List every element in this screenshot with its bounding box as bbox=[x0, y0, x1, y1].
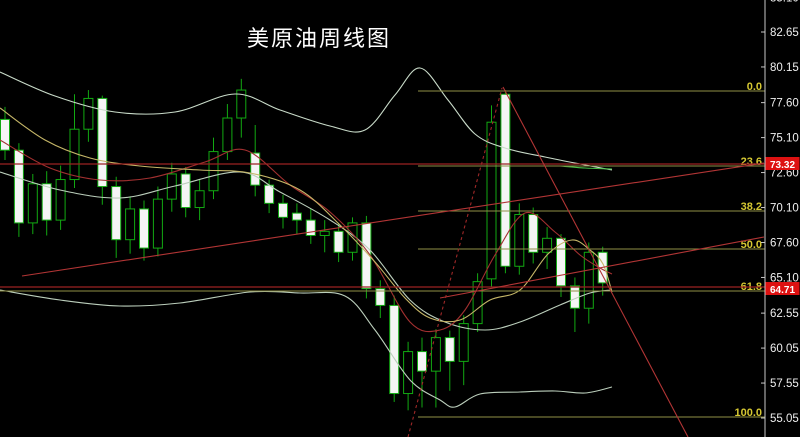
fib-level-label: 50.0 bbox=[741, 239, 762, 251]
bull-candle bbox=[319, 230, 330, 236]
bear-candle bbox=[500, 93, 511, 267]
bear-candle bbox=[375, 288, 386, 306]
fib-level-label: 38.2 bbox=[741, 201, 762, 213]
dashed-trendline[interactable] bbox=[407, 87, 503, 437]
bear-candle bbox=[0, 118, 10, 151]
bollinger-upper-band bbox=[0, 67, 613, 171]
bear-candle bbox=[417, 351, 427, 372]
price-tag bbox=[765, 282, 800, 295]
bull-candle bbox=[152, 198, 163, 249]
bull-candle bbox=[27, 183, 38, 224]
bull-candle bbox=[583, 251, 594, 309]
bollinger-middle-band bbox=[0, 171, 613, 331]
bull-candle bbox=[208, 151, 219, 192]
bear-candle bbox=[556, 237, 566, 287]
bear-candle bbox=[41, 183, 52, 221]
price-tag-label: 73.32 bbox=[770, 160, 795, 171]
axis-price-label: 60.05 bbox=[770, 343, 799, 355]
trendline[interactable] bbox=[502, 86, 689, 437]
bollinger-lower-band bbox=[0, 289, 613, 408]
trendline[interactable] bbox=[439, 236, 765, 299]
bull-candle bbox=[514, 214, 525, 267]
axis-price-label: 75.10 bbox=[770, 133, 799, 145]
axis-price-label: 55.05 bbox=[770, 413, 799, 425]
axis-price-label: 85.10 bbox=[770, 0, 799, 5]
fib-level-label: 0.0 bbox=[747, 81, 762, 93]
bear-candle bbox=[333, 230, 344, 253]
bear-candle bbox=[180, 173, 191, 209]
bull-candle bbox=[125, 208, 136, 241]
bear-candle bbox=[528, 214, 539, 253]
bear-candle bbox=[291, 212, 302, 221]
bull-candle bbox=[222, 117, 233, 153]
axis-price-label: 82.65 bbox=[770, 27, 799, 39]
ma-yellow bbox=[0, 107, 613, 323]
bull-candle bbox=[83, 97, 94, 130]
bull-candle bbox=[55, 179, 66, 221]
price-tag-label: 64.71 bbox=[770, 285, 795, 296]
bear-candle bbox=[13, 149, 24, 224]
bear-candle bbox=[111, 186, 122, 241]
bull-candle bbox=[430, 337, 441, 372]
trendline[interactable] bbox=[21, 162, 765, 277]
chart-title: 美原油周线图 bbox=[247, 27, 392, 52]
bull-candle bbox=[194, 190, 205, 209]
axis-price-label: 70.10 bbox=[770, 203, 799, 215]
bear-candle bbox=[250, 152, 261, 186]
axis-price-label: 72.60 bbox=[770, 168, 799, 180]
axis-price-label: 67.60 bbox=[770, 237, 799, 249]
bull-candle bbox=[403, 351, 414, 395]
axis-price-label: 62.55 bbox=[770, 308, 799, 320]
bear-candle bbox=[139, 208, 149, 249]
fib-level-label: 100.0 bbox=[734, 407, 762, 419]
bull-candle bbox=[542, 237, 553, 253]
bear-candle bbox=[389, 304, 400, 395]
axis-price-label: 57.55 bbox=[770, 378, 799, 390]
bear-candle bbox=[444, 337, 455, 362]
axis-price-label: 65.10 bbox=[770, 272, 799, 284]
bear-candle bbox=[97, 97, 108, 188]
bull-candle bbox=[458, 323, 469, 362]
bull-candle bbox=[472, 281, 483, 325]
bear-candle bbox=[278, 202, 288, 218]
bull-candle bbox=[236, 89, 247, 119]
fib-level-label: 23.6 bbox=[741, 156, 762, 168]
bear-candle bbox=[305, 219, 316, 236]
bull-candle bbox=[486, 121, 497, 280]
axis-price-label: 80.15 bbox=[770, 62, 799, 74]
axis-price-label: 77.60 bbox=[770, 98, 799, 110]
price-tag bbox=[765, 157, 800, 170]
